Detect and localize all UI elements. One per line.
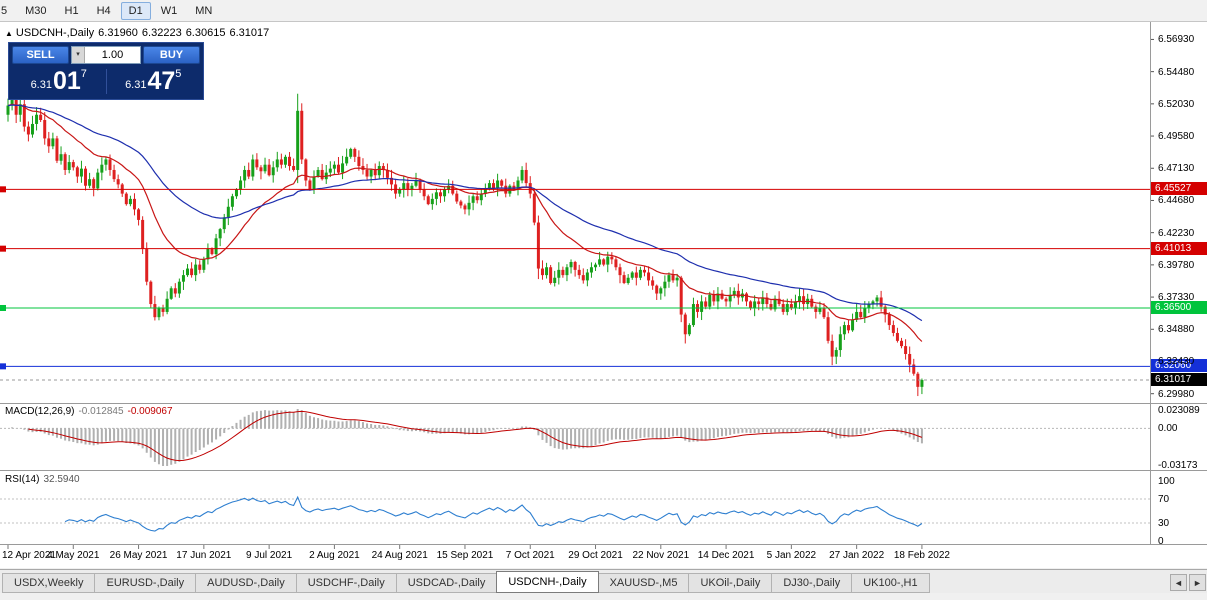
chart-tab-usdcad-daily[interactable]: USDCAD-,Daily bbox=[395, 573, 498, 593]
macd-signal-line bbox=[28, 410, 923, 462]
tabs-scroll-left-icon[interactable]: ◄ bbox=[1170, 574, 1187, 591]
sell-price-sup: 7 bbox=[80, 68, 87, 80]
chart-tab-dj30-daily[interactable]: DJ30-,Daily bbox=[771, 573, 853, 593]
rsi-indicator-label: RSI(14) 32.5940 bbox=[5, 474, 84, 485]
rsi-name: RSI(14) bbox=[5, 474, 40, 485]
chart-symbol-title: USDCNH-,Daily bbox=[15, 27, 95, 39]
volume-dropdown-icon[interactable]: ▾ bbox=[72, 47, 85, 63]
timeframe-5[interactable]: 5 bbox=[0, 2, 15, 20]
hline-handle[interactable] bbox=[0, 363, 6, 370]
chart-tab-usdchf-daily[interactable]: USDCHF-,Daily bbox=[295, 573, 397, 593]
ohlc-low: 6.30615 bbox=[185, 27, 226, 39]
macd-value-signal: -0.009067 bbox=[127, 406, 173, 417]
rsi-panel[interactable] bbox=[0, 471, 1150, 544]
sell-price-button[interactable]: 6.31 01 7 bbox=[12, 67, 106, 96]
hline-handle[interactable] bbox=[0, 186, 6, 193]
tabs-scroll-right-icon[interactable]: ► bbox=[1189, 574, 1206, 591]
sell-price-small: 6.31 bbox=[30, 79, 52, 91]
ma-fast-line bbox=[7, 103, 923, 342]
macd-indicator-label: MACD(12,26,9) -0.012845 -0.009067 bbox=[5, 406, 177, 417]
volume-input[interactable] bbox=[85, 47, 140, 63]
buy-price-small: 6.31 bbox=[125, 79, 147, 91]
chart-tab-ukoil-daily[interactable]: UKOil-,Daily bbox=[688, 573, 773, 593]
hline-handle[interactable] bbox=[0, 304, 6, 311]
chart-tab-xauusd-m5[interactable]: XAUUSD-,M5 bbox=[597, 573, 690, 593]
buy-price-button[interactable]: 6.31 47 5 bbox=[107, 67, 201, 96]
sell-price-big: 01 bbox=[52, 67, 81, 95]
rsi-value: 32.5940 bbox=[43, 474, 80, 485]
timeframe-M30[interactable]: M30 bbox=[17, 2, 54, 20]
timeframe-W1[interactable]: W1 bbox=[153, 2, 186, 20]
chart-tab-audusd-daily[interactable]: AUDUSD-,Daily bbox=[195, 573, 297, 593]
chart-tab-usdcnh-daily[interactable]: USDCNH-,Daily bbox=[496, 571, 599, 593]
macd-histogram bbox=[11, 409, 923, 466]
buy-button[interactable]: BUY bbox=[143, 46, 200, 64]
macd-value-main: -0.012845 bbox=[78, 406, 124, 417]
chart-tab-usdx-weekly[interactable]: USDX,Weekly bbox=[2, 573, 96, 593]
buy-price-sup: 5 bbox=[175, 68, 182, 80]
chart-tabs-bar: USDX,Weekly EURUSD-,Daily AUDUSD-,Daily USD… bbox=[0, 569, 1207, 593]
rsi-line bbox=[64, 495, 923, 532]
volume-field[interactable]: ▾ bbox=[71, 46, 141, 64]
one-click-trading-widget: SELL ▾ BUY 6.31 01 7 6.31 47 5 bbox=[8, 42, 204, 100]
hline-handle[interactable] bbox=[0, 245, 6, 252]
timeframe-H4[interactable]: H4 bbox=[89, 2, 119, 20]
ma-slow-line bbox=[7, 104, 923, 322]
macd-name: MACD(12,26,9) bbox=[5, 406, 75, 417]
oct-prices-row: 6.31 01 7 6.31 47 5 bbox=[12, 67, 200, 96]
ohlc-close: 6.31017 bbox=[229, 27, 270, 39]
ohlc-open: 6.31960 bbox=[98, 27, 138, 39]
timeframe-D1[interactable]: D1 bbox=[120, 1, 151, 20]
timeframe-MN[interactable]: MN bbox=[187, 2, 220, 20]
oct-controls-row: SELL ▾ BUY bbox=[12, 46, 200, 64]
buy-price-big: 47 bbox=[147, 67, 176, 95]
chart-arrow-icon: ▲ bbox=[5, 29, 13, 38]
oct-divider bbox=[105, 69, 107, 94]
time-axis[interactable] bbox=[0, 545, 1150, 568]
chart-tab-uk100-h1[interactable]: UK100-,H1 bbox=[851, 573, 930, 593]
chart-tab-eurusd-daily[interactable]: EURUSD-,Daily bbox=[94, 573, 197, 593]
ohlc-high: 6.32223 bbox=[141, 27, 182, 39]
chart-header: ▲ USDCNH-,Daily 6.31960 6.32223 6.30615 6.310… bbox=[5, 27, 273, 39]
price-axis[interactable] bbox=[1151, 22, 1207, 544]
sell-button[interactable]: SELL bbox=[12, 46, 69, 64]
timeframe-H1[interactable]: H1 bbox=[57, 2, 87, 20]
timeframe-toolbar: 5 M30 H1 H4 D1 W1 MN bbox=[0, 0, 1207, 22]
